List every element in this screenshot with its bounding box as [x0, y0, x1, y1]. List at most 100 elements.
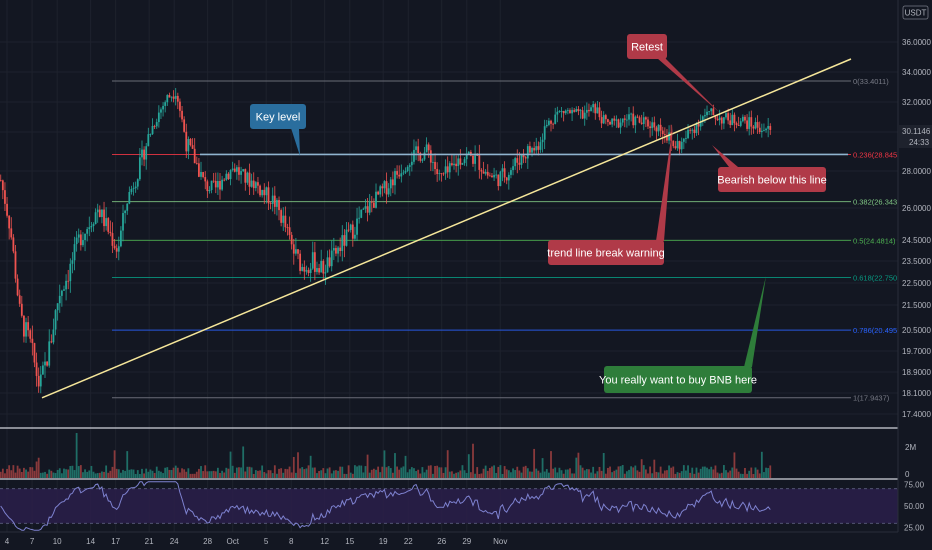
volume-bar	[554, 467, 557, 478]
volume-bar	[480, 473, 483, 478]
volume-bar	[514, 470, 517, 478]
volume-bar	[756, 469, 759, 478]
candle-body	[569, 110, 571, 114]
volume-bar	[491, 466, 493, 478]
volume-bar	[733, 452, 736, 478]
volume-bar	[501, 473, 504, 478]
volume-bar	[50, 470, 53, 478]
volume-bar	[432, 473, 434, 478]
candle-body	[316, 268, 318, 272]
candle-body	[767, 126, 770, 129]
volume-bar	[360, 465, 363, 478]
volume-bar	[594, 473, 597, 478]
candle-body	[543, 126, 546, 140]
volume-bar	[476, 467, 479, 478]
volume-bar	[427, 465, 430, 478]
volume-bar	[200, 466, 202, 478]
candle-body	[503, 168, 506, 178]
fib-level-label: 0.382(26.3438)	[853, 198, 904, 207]
volume-bar	[674, 473, 677, 478]
volume-bar	[278, 468, 280, 478]
volume-bar	[419, 473, 422, 478]
volume-bar	[739, 473, 742, 478]
volume-bar	[263, 472, 266, 478]
volume-bar	[495, 472, 498, 478]
volume-bar	[223, 472, 226, 478]
volume-bar	[701, 466, 704, 478]
rsi-band	[0, 488, 898, 524]
candle-body	[394, 171, 396, 186]
candle-body	[682, 138, 685, 142]
candle-body	[151, 125, 154, 135]
candle-body	[162, 105, 164, 110]
volume-bar	[27, 471, 30, 478]
volume-bar	[261, 465, 264, 478]
volume-bar	[284, 468, 287, 478]
candle-body	[562, 110, 565, 114]
volume-bar	[735, 468, 738, 478]
volume-bar	[653, 459, 656, 478]
rsi-tick: 75.00	[904, 480, 925, 489]
price-axis: USDT36.000034.000032.000030.000028.00002…	[897, 0, 932, 550]
candle-body	[292, 244, 295, 254]
volume-bar	[451, 471, 453, 478]
volume-bar	[82, 472, 84, 478]
volume-bar	[16, 465, 19, 478]
candle-body	[265, 187, 268, 196]
volume-bar	[29, 467, 32, 478]
candle-body	[531, 147, 533, 153]
volume-bar	[577, 452, 580, 478]
candle-body	[322, 260, 325, 274]
candle-body	[507, 174, 510, 181]
candle-body	[666, 135, 668, 141]
volume-bar	[37, 457, 40, 478]
candle-body	[404, 170, 407, 173]
candle-body	[691, 129, 694, 131]
candle-body	[619, 122, 622, 128]
volume-bar	[320, 470, 323, 478]
candle-body	[410, 161, 413, 166]
volume-bar	[286, 469, 289, 478]
volume-bar	[676, 472, 679, 478]
candle-body	[134, 186, 137, 189]
candle-body	[689, 129, 692, 131]
volume-bar	[6, 468, 8, 478]
volume-bar	[105, 465, 108, 478]
candle-body	[332, 248, 335, 251]
volume-bar	[398, 469, 401, 478]
rsi-tick: 50.00	[904, 502, 925, 511]
countdown: 24:33	[909, 138, 930, 147]
volume-bar	[642, 465, 645, 478]
volume-bar	[455, 472, 458, 478]
volume-bar	[396, 466, 398, 478]
candle-body	[343, 235, 346, 246]
volume-bar	[48, 469, 51, 478]
candle-body	[373, 202, 375, 208]
candle-body	[685, 138, 687, 139]
candle-body	[769, 126, 772, 130]
time-tick: Nov	[493, 537, 507, 546]
candle-body	[187, 139, 190, 152]
drawn-lines	[41, 58, 852, 399]
callout-text: trend line break warning	[547, 248, 664, 260]
candle-body	[581, 110, 584, 119]
volume-bar	[370, 469, 373, 478]
candle-body	[558, 111, 561, 112]
candle-body	[271, 195, 274, 204]
callout-pointer	[712, 145, 738, 167]
volume-bar	[375, 469, 377, 478]
volume-bar	[444, 467, 447, 478]
volume-bar	[301, 467, 304, 478]
candle-body	[516, 158, 519, 163]
candle-body	[132, 188, 135, 190]
volume-bar	[280, 468, 283, 478]
volume-bar	[73, 470, 76, 478]
volume-bar	[202, 471, 205, 478]
candle-body	[311, 252, 314, 269]
candle-body	[579, 110, 582, 112]
candle-body	[347, 229, 350, 231]
volume-bar	[63, 468, 65, 478]
candle-body	[92, 224, 95, 227]
volume-bar	[115, 468, 118, 478]
